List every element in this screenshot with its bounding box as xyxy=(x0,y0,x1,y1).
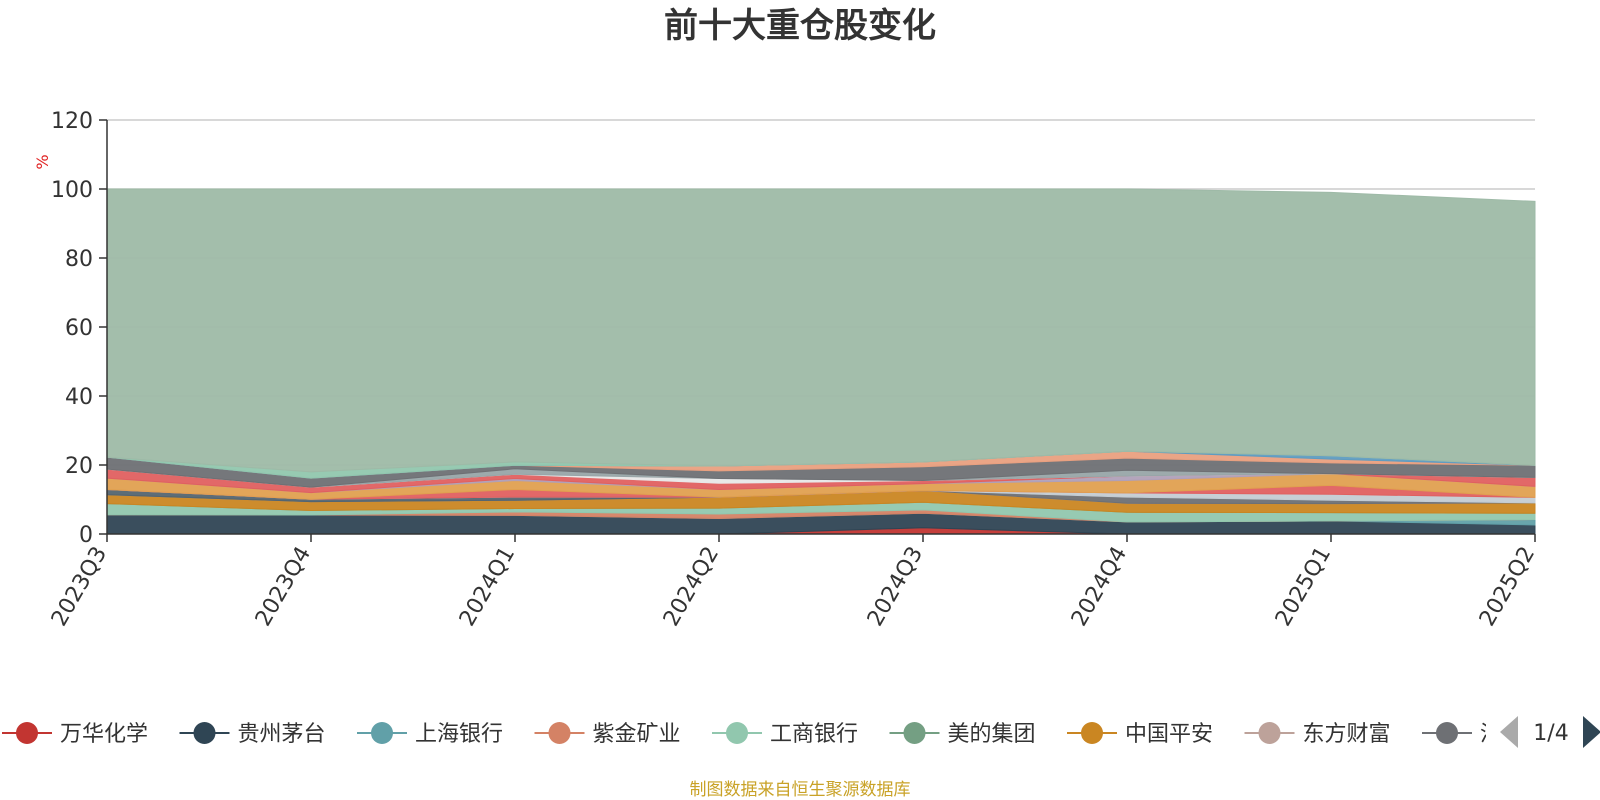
legend-item[interactable]: 紫金矿业 xyxy=(534,722,681,747)
legend-label: 贵州茅台 xyxy=(238,722,326,747)
plot-areas xyxy=(106,188,1536,535)
x-tick-label: 2023Q4 xyxy=(251,543,316,631)
legend-item[interactable]: 贵州茅台 xyxy=(179,722,326,747)
x-tick-label: 2024Q2 xyxy=(659,543,724,631)
y-unit-label: % xyxy=(33,154,52,169)
legend-marker xyxy=(1436,722,1458,744)
legend-prev-icon[interactable] xyxy=(1500,716,1518,748)
series-area-21[interactable] xyxy=(106,188,1536,473)
x-tick-label: 2023Q3 xyxy=(47,543,112,631)
legend-label: 上海银行 xyxy=(415,722,503,747)
y-tick-label: 120 xyxy=(51,109,93,134)
legend-item[interactable]: 美的集团 xyxy=(889,722,1036,747)
y-tick-label: 100 xyxy=(51,178,93,203)
legend-label: 东方财富 xyxy=(1303,722,1391,747)
y-tick-label: 40 xyxy=(65,385,93,410)
legend-marker xyxy=(371,722,393,744)
legend-label: 美的集团 xyxy=(948,722,1036,747)
chart-title: 前十大重仓股变化 xyxy=(664,6,936,46)
legend-item[interactable]: 东方财富 xyxy=(1244,722,1391,747)
legend-marker xyxy=(548,722,571,744)
legend-marker xyxy=(193,722,216,744)
legend-pager: 1/4 xyxy=(1500,716,1600,748)
y-tick-label: 0 xyxy=(79,523,93,548)
legend-marker xyxy=(903,722,926,744)
x-tick-label: 2025Q1 xyxy=(1271,543,1336,631)
legend-item[interactable]: 上海银行 xyxy=(357,722,503,747)
x-tick-label: 2025Q2 xyxy=(1475,543,1540,631)
y-tick-label: 80 xyxy=(65,247,93,272)
legend-item[interactable]: 万华化学 xyxy=(2,722,148,747)
y-tick-label: 60 xyxy=(65,316,93,341)
legend-item[interactable]: 工商银行 xyxy=(712,722,858,747)
legend-label: 中国平安 xyxy=(1125,722,1213,747)
legend-label: 紫金矿业 xyxy=(593,722,681,747)
legend-marker xyxy=(1258,722,1281,744)
legend-marker xyxy=(16,722,38,744)
legend-item[interactable]: 中国平安 xyxy=(1067,722,1213,747)
legend-label-cut: 汽 xyxy=(1480,722,1502,747)
y-tick-label: 20 xyxy=(65,454,93,479)
legend-label: 万华化学 xyxy=(60,722,148,747)
legend-marker xyxy=(1081,722,1103,744)
x-tick-label: 2024Q4 xyxy=(1067,543,1132,631)
source-note: 制图数据来自恒生聚源数据库 xyxy=(690,780,911,800)
legend-label: 工商银行 xyxy=(770,722,858,747)
legend-page-indicator: 1/4 xyxy=(1533,721,1568,746)
legend-item[interactable] xyxy=(1422,722,1472,744)
x-tick-label: 2024Q1 xyxy=(455,543,520,631)
legend-next-icon[interactable] xyxy=(1583,716,1600,748)
legend[interactable]: 万华化学 贵州茅台 上海银行 紫金矿业 工商银行 美的集团 中国平安 东方财富 汽 xyxy=(2,722,1502,747)
x-tick-label: 2024Q3 xyxy=(863,543,928,631)
legend-marker xyxy=(726,722,748,744)
